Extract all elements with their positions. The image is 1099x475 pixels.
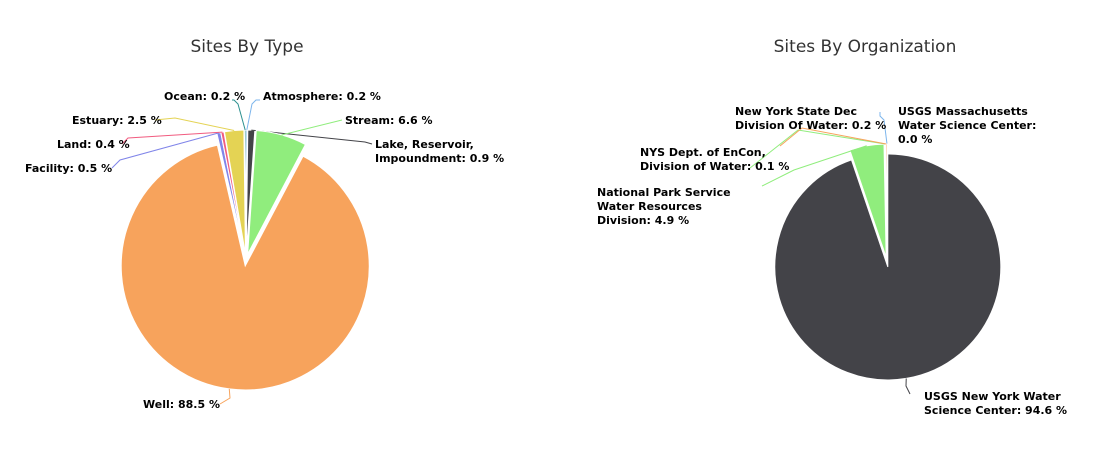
data-label-usgs-new-york-water-science-center: USGS New York Water Science Center: 94.6 … xyxy=(924,390,1067,417)
sites-by-type-svg: Sites By Type Atmosphere: 0.2 % Lake, Res… xyxy=(25,37,504,411)
sites-by-organization-svg: Sites By Organization USGS Massachusetts… xyxy=(597,37,1067,417)
data-label-facility: Facility: 0.5 % xyxy=(25,162,112,175)
data-label-ocean: Ocean: 0.2 % xyxy=(164,90,245,103)
connector-national-park-service-water-resources-division xyxy=(761,145,867,187)
connector-usgs-massachusetts-water-science-center xyxy=(879,112,888,145)
pie-slice-estuary[interactable] xyxy=(223,129,246,255)
connector-nys-dept-of-encon-division-of-water xyxy=(749,129,886,169)
connector-well xyxy=(219,388,231,405)
sites-by-organization-title: Sites By Organization xyxy=(774,37,957,57)
sites-by-type-chart: Sites By Type Atmosphere: 0.2 % Lake, Res… xyxy=(25,37,504,411)
data-label-land: Land: 0.4 % xyxy=(57,138,130,151)
sites-by-type-title: Sites By Type xyxy=(190,37,303,57)
connector-estuary xyxy=(154,117,235,132)
connector-atmosphere xyxy=(246,99,260,131)
data-label-new-york-state-dec-division-of-water: New York State Dec Division Of Water: 0.2… xyxy=(735,105,886,132)
pie-slice-usgs-new-york-water-science-center[interactable] xyxy=(774,153,1002,381)
data-label-usgs-massachusetts-water-science-center: USGS Massachusetts Water Science Center: 0… xyxy=(898,105,1036,146)
data-label-estuary: Estuary: 2.5 % xyxy=(72,114,162,127)
data-label-stream: Stream: 6.6 % xyxy=(345,114,433,127)
connector-stream xyxy=(281,119,343,136)
connector-ocean xyxy=(232,99,246,131)
data-label-lake-reservoir-impoundment: Lake, Reservoir, Impoundment: 0.9 % xyxy=(375,138,504,165)
connector-land xyxy=(121,131,223,145)
data-label-well: Well: 88.5 % xyxy=(143,398,220,411)
data-label-nys-dept-of-encon-division-of-water: NYS Dept. of EnCon, Division of Water: 0.… xyxy=(640,146,789,173)
connector-lake-reservoir-impoundment xyxy=(251,129,373,145)
data-label-atmosphere: Atmosphere: 0.2 % xyxy=(263,90,381,103)
pie-slice-well[interactable] xyxy=(120,144,370,391)
pie-slice-stream[interactable] xyxy=(247,129,307,255)
sites-by-organization-chart: Sites By Organization USGS Massachusetts… xyxy=(550,0,1099,475)
data-label-national-park-service-water-resources-division: National Park Service Water Resources Divi… xyxy=(597,186,731,227)
connector-facility xyxy=(111,132,219,169)
connector-usgs-new-york-water-science-center xyxy=(905,378,911,395)
connector-new-york-state-dec-division-of-water xyxy=(779,127,887,147)
